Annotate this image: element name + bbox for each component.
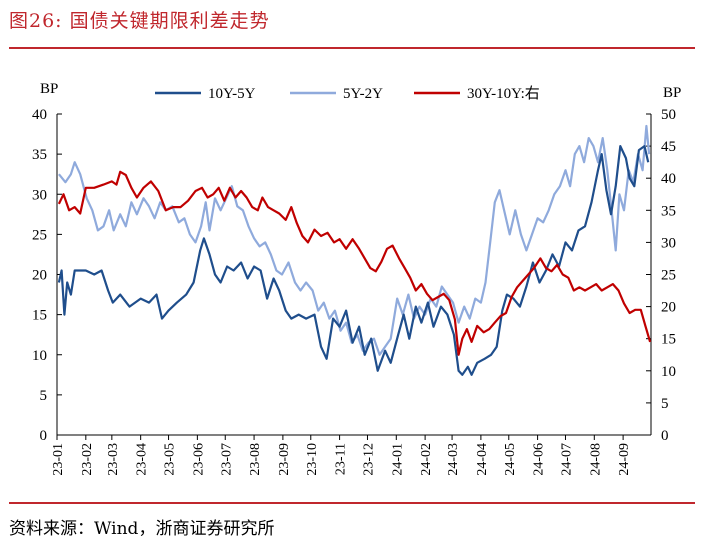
x-tick-label: 24-09: [617, 443, 632, 476]
right-y-tick-label: 35: [661, 203, 676, 219]
left-axis-unit-label: BP: [40, 81, 58, 97]
x-tick-label: 24-05: [503, 443, 518, 476]
x-tick-label: 23-10: [305, 443, 320, 476]
chart-axes: 0 5 10 15 20 25 30 35 40 0 5 10 15 20 25 30 35 40 45 50 23-0…: [32, 107, 676, 476]
chart-legend: 10Y-5Y 5Y-2Y 30Y-10Y:右: [155, 85, 540, 102]
source-note: 资料来源：Wind，浙商证券研究所: [9, 519, 275, 539]
x-tick-label: 23-04: [135, 443, 150, 476]
x-tick-label: 23-01: [51, 443, 66, 476]
x-tick-label: 24-03: [446, 443, 461, 476]
x-tick-label: 24-02: [419, 443, 434, 476]
x-tick-label: 24-04: [475, 443, 490, 476]
left-y-tick-label: 10: [32, 348, 47, 364]
right-y-tick-label: 15: [661, 332, 676, 348]
x-tick-label: 23-08: [248, 443, 263, 476]
left-y-tick-label: 5: [40, 388, 48, 404]
figure-title: 图26: 国债关键期限利差走势: [9, 10, 270, 32]
left-y-tick-label: 20: [32, 268, 47, 284]
x-tick-label: 23-11: [334, 443, 349, 475]
right-y-tick-label: 25: [661, 268, 676, 284]
legend-entry: 30Y-10Y:右: [467, 85, 540, 102]
x-tick-label: 23-03: [106, 443, 121, 476]
x-tick-label: 23-12: [361, 443, 376, 476]
left-y-tick-label: 35: [32, 147, 47, 163]
left-y-tick-label: 40: [32, 107, 47, 123]
left-y-tick-label: 15: [32, 308, 47, 324]
series-line-10y-5y: [57, 145, 650, 376]
right-y-tick-label: 40: [661, 171, 676, 187]
x-tick-label: 23-05: [163, 443, 178, 476]
legend-entry: 10Y-5Y: [208, 86, 256, 102]
x-tick-label: 23-06: [191, 443, 206, 476]
left-y-tick-label: 25: [32, 227, 47, 243]
title-rule: [9, 47, 695, 49]
source-rule: [9, 502, 695, 504]
x-tick-label: 24-06: [532, 443, 547, 476]
x-tick-label: 24-01: [390, 443, 405, 476]
right-y-tick-label: 50: [661, 107, 676, 123]
right-y-tick-label: 5: [661, 396, 669, 412]
legend-entry: 5Y-2Y: [343, 86, 383, 102]
left-y-tick-label: 0: [40, 428, 48, 444]
x-tick-label: 23-02: [80, 443, 95, 476]
series-layer: [57, 124, 652, 376]
left-y-tick-label: 30: [32, 187, 47, 203]
spread-line-chart: BP BP 10Y-5Y 5Y-2Y 30Y-10Y:右 0 5 10 15 20 25 30 3…: [32, 81, 681, 476]
right-y-tick-label: 20: [661, 300, 676, 316]
x-tick-label: 24-08: [588, 443, 603, 476]
right-axis-unit-label: BP: [663, 85, 681, 101]
right-y-tick-label: 45: [661, 139, 676, 155]
right-y-tick-label: 10: [661, 364, 676, 380]
x-tick-label: 23-09: [277, 443, 292, 476]
x-tick-label: 23-07: [219, 443, 234, 476]
series-line-30y-10y: [57, 170, 652, 356]
right-y-tick-label: 0: [661, 428, 669, 444]
right-y-tick-label: 30: [661, 235, 676, 251]
x-tick-label: 24-07: [559, 443, 574, 476]
